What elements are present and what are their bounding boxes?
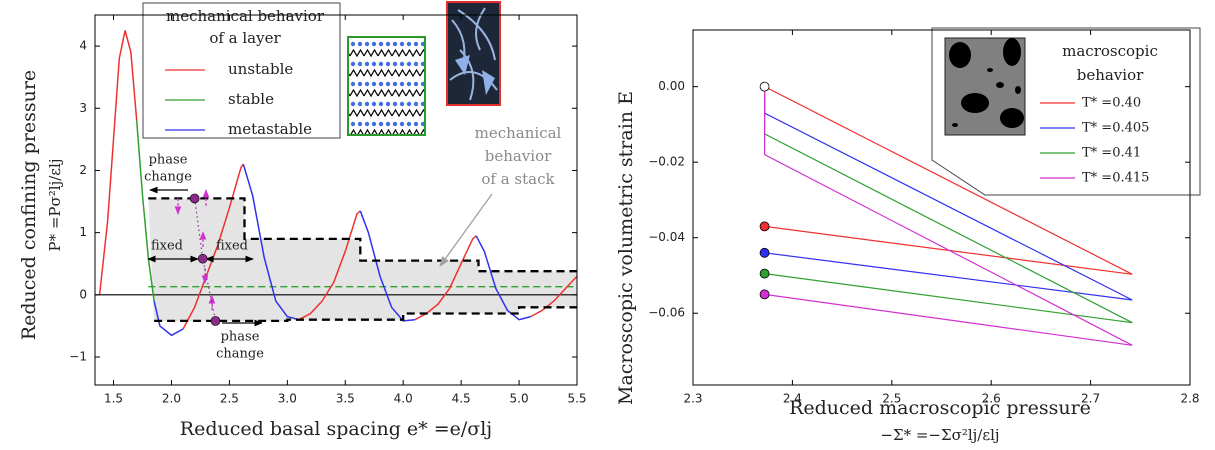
y-tick-label: 3 — [79, 101, 87, 115]
annotation: phase — [221, 330, 260, 345]
end-point — [759, 268, 770, 279]
axes-frame — [94, 14, 578, 386]
plot-area — [95, 30, 1133, 346]
annotation: mechanical — [475, 124, 562, 142]
legend-label: T* =0.415 — [1082, 171, 1149, 186]
y-tick-label: −0.04 — [648, 230, 685, 244]
y-tick-label: 4 — [79, 39, 87, 53]
x-tick-label: 2.3 — [683, 392, 702, 406]
annotation: phase — [149, 153, 188, 168]
legend-label: T* =0.41 — [1082, 146, 1141, 161]
annotation: fixed — [216, 239, 248, 254]
y-tick-label: −1 — [69, 350, 87, 364]
legend-title: behavior — [1077, 66, 1144, 84]
x-tick-label: 5.0 — [510, 392, 529, 406]
state-point — [210, 316, 221, 326]
x-tick-label: 4.5 — [452, 392, 471, 406]
x-tick-label: 2.0 — [162, 392, 181, 406]
legend-label: stable — [228, 90, 274, 108]
annotation: change — [216, 347, 264, 362]
layer-image — [347, 36, 426, 136]
stack-image — [446, 1, 501, 106]
y-axis-label: Reduced confining pressure — [18, 70, 40, 340]
y-tick-label: −0.06 — [648, 306, 685, 320]
x-tick-label: 3.0 — [278, 392, 297, 406]
series-line — [764, 86, 1133, 346]
x-tick-label: 2.8 — [1180, 392, 1199, 406]
series-line — [153, 163, 531, 337]
transition-arrows — [174, 189, 216, 310]
end-point — [759, 221, 770, 232]
front-layer: 1.5 2.0 2.5 3.0 3.5 4.0 4.5 5.0 5.5 −1 0 1 2 3 4 unstab… — [69, 14, 1200, 406]
x-tick-label: 4.0 — [394, 392, 413, 406]
x-tick-label: 2.5 — [882, 392, 901, 406]
legend-title: mechanical behavior — [166, 7, 325, 25]
x-axis-label: Reduced basal spacing e* =e/σlj — [180, 418, 492, 440]
x-tick-label: 1.5 — [104, 392, 123, 406]
stack-boundary — [154, 306, 577, 323]
axes-frame — [692, 29, 1191, 386]
series-line — [98, 30, 578, 330]
annotation: of a stack — [481, 170, 555, 188]
series-line — [135, 120, 155, 302]
x-tick-label: 2.4 — [783, 392, 802, 406]
state-point — [189, 193, 200, 204]
y-tick-label: 2 — [79, 163, 87, 177]
x-axis-label: Reduced macroscopic pressure — [789, 397, 1091, 419]
end-point — [759, 247, 770, 258]
y-axis-label: Macroscopic volumetric strain E — [615, 91, 637, 405]
start-point — [759, 81, 770, 92]
stack-boundary — [148, 197, 577, 273]
x-tick-label: 3.5 — [336, 392, 355, 406]
legend-label: metastable — [228, 120, 312, 138]
x-tick-label: 2.7 — [1081, 392, 1100, 406]
state-point — [197, 253, 208, 264]
x-axis-label: −Σ* =−Σσ²lj/εlj — [880, 426, 999, 444]
legend-title: macroscopic — [1062, 42, 1158, 60]
legend-label: T* =0.40 — [1082, 96, 1141, 111]
x-tick-label: 5.5 — [567, 392, 586, 406]
y-tick-label: 1 — [79, 225, 87, 239]
annotation: fixed — [151, 239, 183, 254]
legend-label: unstable — [228, 60, 293, 78]
series-line — [764, 86, 1133, 275]
end-point — [759, 289, 770, 300]
y-axis-label: P* =Pσ²lj/εlj — [46, 159, 64, 252]
stack-region — [148, 198, 577, 321]
pointer-arrow — [439, 193, 493, 267]
y-tick-label: 0 — [79, 287, 87, 301]
annotation: change — [144, 170, 192, 185]
annotation: behavior — [485, 147, 552, 165]
y-tick-label: −0.02 — [648, 155, 685, 169]
x-tick-label: 2.5 — [220, 392, 239, 406]
material-image — [944, 37, 1026, 136]
x-tick-label: 2.6 — [982, 392, 1001, 406]
legend-title: of a layer — [209, 29, 281, 47]
y-tick-label: 0.00 — [658, 79, 685, 93]
legend-label: T* =0.405 — [1082, 121, 1149, 136]
